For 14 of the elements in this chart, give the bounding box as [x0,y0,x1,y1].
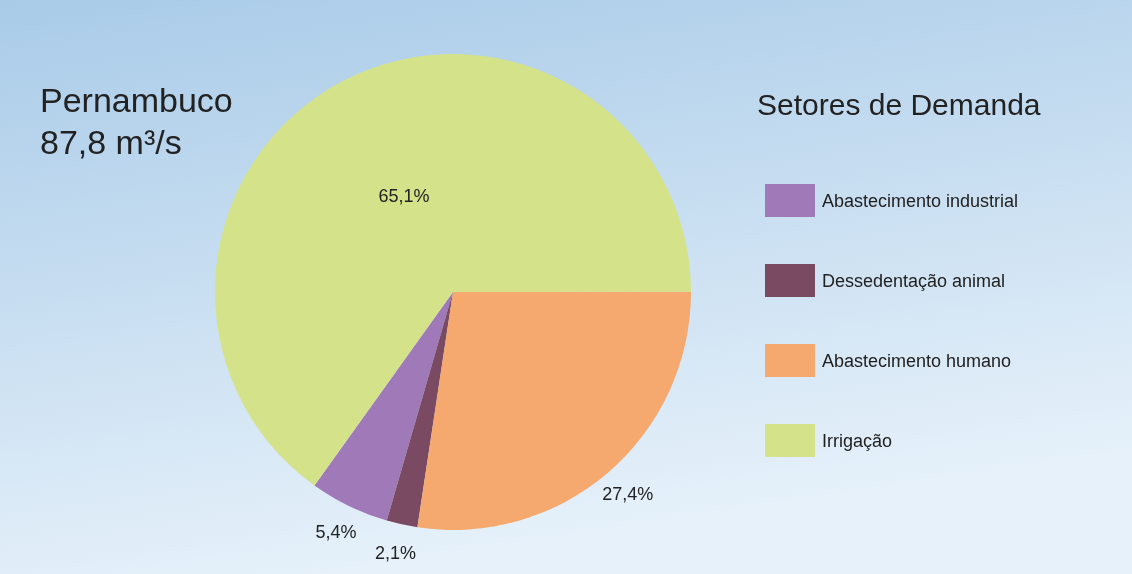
legend-title: Setores de Demanda [757,88,1041,121]
legend-label: Irrigação [822,430,893,451]
data-label: 65,1% [378,185,430,206]
text: 87,8 m³/s [40,123,182,161]
data-label: 5,4% [315,521,357,542]
data-label: 2,1% [375,542,417,563]
pie-slice [417,291,691,530]
data-label: 27,4% [602,483,654,504]
legend-label: Abastecimento industrial [822,190,1019,211]
pie-slice [386,292,453,528]
text: Pernambuco [40,81,233,119]
pie-slice [314,292,453,521]
legend-label: Abastecimento humano [822,350,1012,371]
legend-label: Dessedentação animal [822,270,1006,291]
